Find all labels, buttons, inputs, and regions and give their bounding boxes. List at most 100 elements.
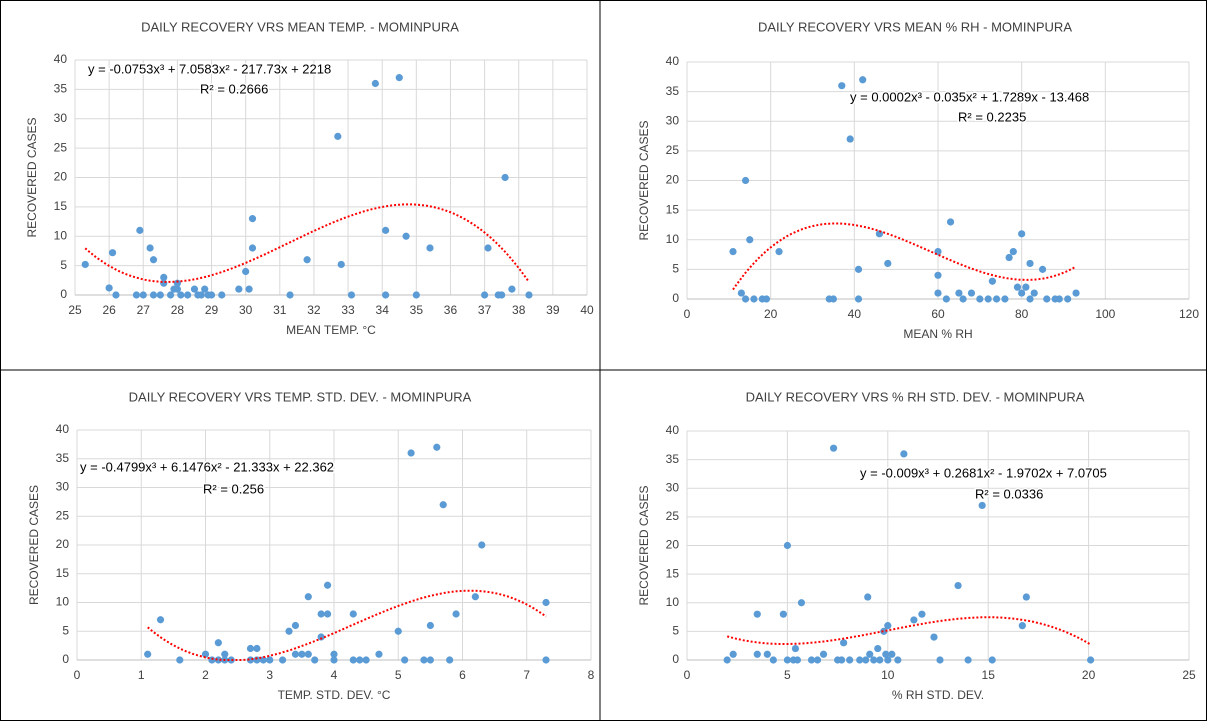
x-tick-label: 29 [205, 303, 219, 317]
data-point [894, 656, 902, 664]
data-point [402, 232, 410, 240]
x-tick-label: 6 [459, 668, 466, 682]
data-point [166, 291, 175, 299]
data-point [992, 295, 1001, 303]
data-point [291, 650, 300, 658]
data-point [1009, 248, 1017, 256]
data-point [433, 443, 441, 451]
data-point [105, 284, 113, 292]
data-point [955, 289, 963, 297]
data-point [146, 244, 154, 252]
data-point [347, 291, 356, 299]
data-point [214, 639, 222, 647]
y-tick-label: 20 [54, 170, 68, 184]
data-point [160, 279, 168, 287]
x-tick-label: 37 [478, 303, 492, 317]
data-point [525, 291, 533, 299]
data-point [201, 285, 209, 293]
data-point [426, 656, 434, 664]
data-point [317, 633, 325, 641]
x-tick-label: 25 [68, 303, 82, 317]
data-point [227, 656, 235, 664]
data-point [976, 295, 984, 303]
data-point [880, 627, 888, 635]
x-tick-label: 35 [410, 303, 424, 317]
data-point [208, 656, 216, 664]
y-tick-label: 5 [62, 623, 69, 637]
data-point [197, 291, 205, 299]
y-tick-label: 40 [666, 54, 680, 68]
x-tick-label: 8 [588, 668, 595, 682]
data-point [471, 593, 479, 601]
data-point [874, 644, 882, 653]
x-tick-label: 3 [266, 668, 273, 682]
y-tick-label: 40 [56, 422, 70, 436]
y-tick-label: 30 [666, 113, 680, 127]
data-point [797, 599, 806, 607]
y-tick-label: 10 [666, 595, 680, 609]
data-point [330, 650, 338, 658]
data-point [248, 244, 257, 252]
x-axis-label: MEAN % RH [903, 327, 972, 341]
x-tick-label: 36 [444, 303, 458, 317]
data-point [783, 541, 792, 550]
data-point [762, 295, 771, 303]
trendline-equation: y = 0.0002x³ - 0.035x² + 1.7289x - 13.46… [850, 89, 1089, 104]
x-tick-label: 60 [931, 307, 945, 321]
data-point [729, 650, 737, 658]
data-point [838, 82, 846, 90]
trendline [732, 222, 1077, 291]
data-point [884, 622, 892, 630]
data-point [279, 656, 287, 664]
x-tick-label: 40 [848, 307, 862, 321]
data-point [846, 135, 854, 143]
data-point [395, 74, 403, 82]
x-tick-label: 0 [684, 307, 691, 321]
data-point [978, 501, 986, 510]
y-tick-label: 0 [672, 652, 679, 666]
y-tick-label: 35 [666, 84, 680, 98]
data-point [259, 656, 267, 664]
x-tick-label: 80 [1015, 307, 1029, 321]
data-point [753, 610, 761, 618]
x-tick-label: 32 [307, 303, 321, 317]
data-point [214, 656, 222, 664]
data-point [407, 449, 415, 457]
data-point [1087, 656, 1095, 664]
data-point [426, 621, 434, 630]
data-point [793, 656, 802, 664]
data-point [862, 656, 870, 664]
data-point [349, 656, 357, 664]
trendline-r-squared: R² = 0.2235 [958, 109, 1026, 124]
data-point [1064, 295, 1072, 303]
data-point [876, 656, 884, 664]
data-point [382, 291, 390, 299]
chart-title: DAILY RECOVERY VRS MEAN % RH - MOMINPURA [758, 19, 1072, 34]
data-point [330, 656, 338, 664]
data-point [245, 285, 253, 293]
x-tick-label: 100 [1095, 307, 1115, 321]
data-point [988, 277, 996, 285]
data-point [1013, 283, 1022, 291]
data-point [484, 244, 492, 252]
y-axis-label: RECOVERED CASES [637, 120, 651, 240]
data-point [349, 610, 357, 618]
data-point [729, 248, 737, 256]
data-point [371, 79, 379, 88]
data-point [1026, 259, 1034, 268]
data-point [875, 230, 884, 238]
trendline-r-squared: R² = 0.2666 [200, 81, 268, 96]
y-tick-label: 15 [666, 566, 680, 580]
data-point [144, 650, 152, 658]
data-point [888, 650, 896, 658]
x-axis-label: MEAN TEMP. °C [286, 323, 376, 337]
data-point [813, 656, 822, 664]
data-point [1043, 295, 1051, 303]
data-point [501, 173, 509, 182]
x-axis-label: TEMP. STD. DEV. °C [278, 688, 391, 702]
data-point [173, 285, 181, 293]
data-point [864, 593, 872, 601]
data-point [936, 656, 944, 664]
y-tick-label: 25 [56, 508, 70, 522]
